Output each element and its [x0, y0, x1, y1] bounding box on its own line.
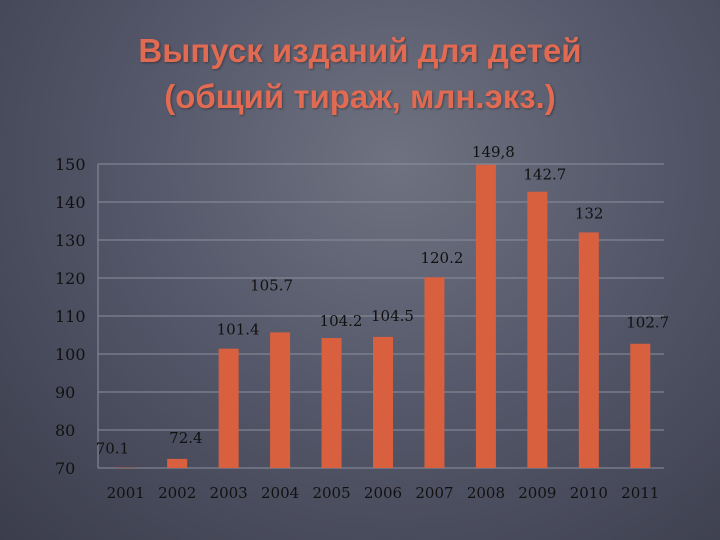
bar-2008	[475, 164, 496, 468]
y-tick-label-110: 110	[55, 307, 86, 326]
x-tick-label-2002: 2002	[158, 484, 196, 502]
bar-2007	[424, 277, 445, 468]
x-tick-label-2007: 2007	[415, 484, 453, 502]
bar-2010	[578, 232, 599, 468]
x-tick-label-2004: 2004	[261, 484, 299, 502]
y-tick-label-90: 90	[55, 383, 75, 402]
data-label-2010: 132	[575, 204, 604, 222]
y-tick-label-100: 100	[55, 345, 86, 364]
data-label-2005: 104.2	[320, 312, 363, 330]
bar-2011	[630, 343, 651, 468]
y-tick-label-130: 130	[55, 231, 86, 250]
x-tick-label-2011: 2011	[621, 484, 659, 502]
y-tick-label-120: 120	[55, 269, 86, 288]
x-tick-label-2003: 2003	[210, 484, 248, 502]
bar-2005	[321, 338, 342, 468]
data-label-2001: 70.1	[96, 440, 129, 458]
data-label-2007: 120.2	[420, 249, 463, 267]
bar-2002	[167, 458, 188, 468]
data-label-2006: 104.5	[371, 307, 414, 325]
x-tick-label-2006: 2006	[364, 484, 402, 502]
bar-2004	[270, 332, 291, 468]
data-label-2003: 101.4	[217, 321, 260, 339]
y-tick-label-80: 80	[55, 421, 75, 440]
data-label-2011: 102.7	[626, 314, 669, 332]
data-label-2008: 149,8	[472, 143, 515, 161]
data-label-2009: 142.7	[523, 166, 566, 184]
chart-title-line-1: Выпуск изданий для детей	[138, 32, 582, 69]
y-tick-label-140: 140	[55, 193, 86, 212]
x-tick-label-2001: 2001	[107, 484, 145, 502]
x-tick-label-2009: 2009	[518, 484, 556, 502]
x-tick-label-2010: 2010	[570, 484, 608, 502]
chart-title-line-2: (общий тираж, млн.экз.)	[164, 78, 556, 115]
data-label-2002: 72.4	[169, 429, 202, 447]
x-tick-label-2005: 2005	[312, 484, 350, 502]
x-tick-label-2008: 2008	[467, 484, 505, 502]
chart-title: Выпуск изданий для детей (общий тираж, м…	[0, 28, 720, 120]
y-tick-label-70: 70	[55, 459, 75, 478]
bar-2006	[373, 336, 393, 468]
data-label-2004: 105.7	[250, 276, 293, 294]
y-tick-label-150: 150	[55, 155, 86, 174]
bar-2003	[218, 348, 239, 468]
bar-2009	[527, 191, 548, 469]
